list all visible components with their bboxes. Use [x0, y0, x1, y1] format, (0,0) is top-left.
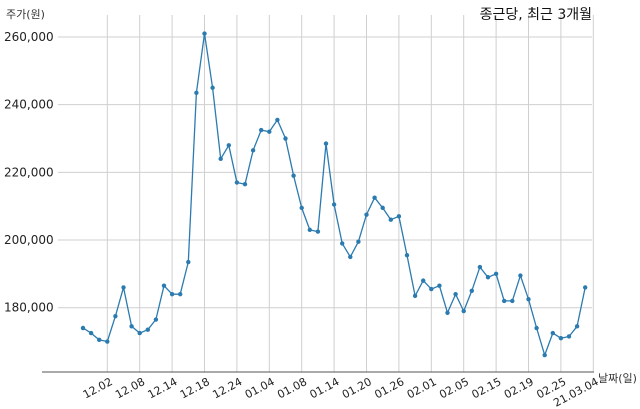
data-point [259, 127, 264, 133]
x-tick-label: 12.18 [178, 375, 212, 401]
data-point [234, 180, 240, 185]
y-tick-label: 180,000 [4, 301, 54, 315]
data-point [485, 275, 491, 280]
y-tick-labels: 180,000 200,000 220,000 240,000 260,000 [4, 30, 54, 315]
data-point [121, 285, 126, 290]
data-point [194, 90, 199, 96]
data-point [161, 283, 167, 288]
x-tick-labels: 12.0212.0812.1412.1812.2401.0401.0801.14… [81, 375, 601, 409]
data-point [364, 212, 369, 217]
data-point [307, 227, 312, 233]
data-point [88, 330, 94, 336]
x-tick-label: 02.01 [405, 375, 439, 401]
data-point [502, 298, 507, 304]
data-point [315, 229, 321, 234]
x-tick-label: 02.15 [470, 375, 504, 401]
data-point [412, 293, 418, 299]
x-tick-label: 02.05 [437, 375, 471, 401]
data-point [178, 291, 183, 297]
data-point [372, 195, 377, 200]
data-point [469, 288, 474, 293]
data-point [510, 298, 515, 304]
data-point [299, 205, 304, 211]
data-point [186, 259, 191, 265]
x-tick-label: 12.02 [81, 375, 115, 401]
data-point [348, 254, 353, 260]
grid-lines [58, 15, 594, 372]
data-point [558, 335, 564, 341]
data-point [477, 264, 483, 270]
data-point [113, 313, 118, 319]
data-point [275, 117, 280, 123]
data-point [137, 330, 142, 336]
x-axis-label: 날짜(일) [598, 371, 637, 385]
data-point [145, 327, 150, 332]
data-point [105, 339, 110, 344]
data-point [388, 217, 393, 222]
data-point [250, 148, 256, 153]
data-point [242, 181, 248, 187]
data-point [542, 352, 547, 358]
x-tick-label: 12.08 [113, 375, 147, 401]
y-axis-label: 주가(원) [6, 8, 45, 21]
data-point [218, 156, 223, 162]
price-series [80, 31, 588, 358]
data-point [97, 337, 102, 343]
data-point [283, 136, 288, 141]
x-tick-label: 01.20 [340, 375, 374, 401]
x-tick-label: 01.26 [372, 375, 406, 401]
x-tick-label: 12.24 [210, 375, 244, 401]
data-point [574, 324, 580, 329]
data-point [453, 291, 458, 297]
chart-title: 종근당, 최근 3개월 [480, 7, 592, 23]
data-point [323, 141, 329, 146]
x-tick-label: 02.19 [502, 375, 536, 401]
data-point [331, 202, 337, 207]
y-tick-label: 200,000 [4, 233, 54, 247]
data-point [445, 310, 450, 315]
data-point [583, 285, 588, 290]
data-point [518, 273, 523, 278]
data-point [429, 286, 434, 292]
data-point [267, 129, 272, 134]
data-point [356, 239, 361, 244]
x-tick-label: 01.04 [243, 375, 277, 401]
x-tick-label: 01.14 [308, 375, 342, 401]
data-point [396, 214, 402, 219]
data-point [550, 330, 555, 336]
data-point [493, 271, 499, 277]
data-point [226, 143, 231, 148]
y-tick-label: 240,000 [4, 98, 54, 112]
data-point [169, 291, 175, 297]
data-point [291, 173, 296, 178]
x-tick-label: 12.14 [146, 375, 180, 401]
data-point [153, 317, 159, 322]
data-point [80, 325, 86, 331]
y-tick-label: 220,000 [4, 165, 54, 179]
data-point [461, 308, 466, 314]
data-point [340, 241, 345, 246]
data-point [380, 205, 385, 211]
data-point [534, 325, 539, 331]
data-point [421, 278, 426, 283]
data-point [129, 324, 134, 329]
data-point [566, 334, 572, 339]
y-tick-label: 260,000 [4, 30, 54, 44]
data-point [210, 85, 215, 90]
data-point [404, 253, 410, 258]
data-point [526, 297, 531, 302]
data-point [437, 283, 442, 288]
x-tick-label: 01.08 [275, 375, 309, 401]
data-point [202, 31, 207, 36]
